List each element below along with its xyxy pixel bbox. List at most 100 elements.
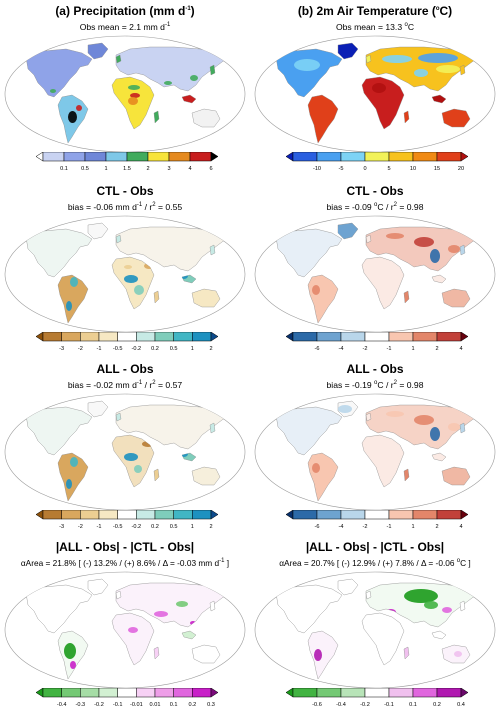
- colorbar-tick-label: -0.5: [113, 524, 123, 530]
- colorbar-tick-label: -6: [315, 346, 320, 352]
- colorbar-swatch: [316, 332, 342, 342]
- land-uk: [365, 54, 372, 64]
- colorbar-swatch: [173, 332, 193, 342]
- colorbar-extend-high: [210, 332, 218, 342]
- colorbar-swatch: [412, 510, 438, 520]
- field-patch: [414, 69, 428, 77]
- land-madagascar: [153, 290, 160, 304]
- land-uk: [115, 54, 122, 64]
- field-patch: [70, 661, 76, 669]
- world-map: [254, 215, 496, 333]
- world-map: [254, 571, 496, 689]
- land-indonesia: [431, 630, 447, 640]
- land-northAmerica: [25, 48, 93, 98]
- land-indonesia: [431, 274, 447, 284]
- colorbar-swatch: [42, 510, 62, 520]
- colorbar-swatch: [436, 510, 462, 520]
- land-northAmerica: [275, 48, 343, 98]
- field-patch: [70, 457, 78, 467]
- colorbar: -3-2-1-0.5-0.20.20.5123: [36, 332, 218, 352]
- land-indonesia: [181, 94, 197, 104]
- field-patch: [312, 463, 320, 473]
- land-nz: [227, 304, 234, 316]
- world-map: [4, 571, 246, 689]
- colorbar-swatch: [364, 510, 390, 520]
- colorbar-swatch: [388, 510, 414, 520]
- colorbar-tick-label: 2: [435, 524, 438, 530]
- land-japan: [459, 600, 466, 612]
- colorbar-tick-label: -1: [97, 524, 102, 530]
- field-patch: [154, 611, 168, 617]
- land-madagascar: [153, 468, 160, 482]
- colorbar-tick-label: -2: [363, 346, 368, 352]
- colorbar-swatch: [147, 152, 170, 162]
- colorbar-tick-label: -0.2: [94, 702, 104, 708]
- field-patch: [294, 59, 320, 71]
- colorbar-swatch: [340, 152, 366, 162]
- colorbar: -3-2-1-0.5-0.20.20.5123: [36, 510, 218, 530]
- land-australia: [191, 466, 221, 486]
- panel-precip-ctl: CTL - Obs bias = -0.06 mm d-1 / r2 = 0.5…: [0, 180, 250, 358]
- colorbar-tick-label: -5: [339, 166, 344, 172]
- colorbar-swatch: [364, 152, 390, 162]
- panel-subtitle: Obs mean = 13.3 oC: [335, 22, 415, 32]
- land-nz: [227, 124, 234, 136]
- land-madagascar: [153, 646, 160, 660]
- world-map: [4, 35, 246, 153]
- colorbar: -6-4-2-11246: [286, 332, 468, 352]
- land-japan: [209, 600, 216, 612]
- colorbar-tick-label: 0.1: [170, 702, 178, 708]
- land-australia: [441, 288, 471, 308]
- colorbar-swatch: [61, 688, 81, 698]
- world-map: [4, 215, 246, 333]
- land-australia: [441, 108, 471, 128]
- land-madagascar: [403, 468, 410, 482]
- colorbar: 0.1 0.5 1 1.5 2 3 4 6: [36, 152, 218, 172]
- panel-subtitle: bias = -0.06 mm d-1 / r2 = 0.55: [67, 202, 183, 212]
- colorbar-swatch: [388, 152, 414, 162]
- land-eurasia: [115, 404, 227, 450]
- land-northAmerica: [25, 584, 93, 634]
- colorbar-extend-high: [460, 688, 468, 698]
- colorbar-tick-label: 3: [167, 166, 170, 172]
- colorbar-swatch: [61, 510, 81, 520]
- colorbar-swatch: [340, 688, 366, 698]
- colorbar-tick-label: -3: [59, 346, 64, 352]
- field-patch: [176, 601, 188, 607]
- land-northAmerica: [275, 228, 343, 278]
- field-patch: [338, 405, 352, 413]
- colorbar-swatch: [80, 510, 100, 520]
- land-africa: [111, 612, 155, 666]
- colorbar-extend-low: [36, 332, 44, 342]
- field-patch: [66, 301, 72, 311]
- colorbar-tick-label: 0.2: [188, 702, 196, 708]
- colorbar-swatch: [436, 332, 462, 342]
- colorbar-extend-high: [210, 688, 218, 698]
- colorbar-swatch: [412, 332, 438, 342]
- field-patch: [448, 245, 460, 253]
- field-patch: [404, 589, 438, 603]
- colorbar-tick-label: 4: [459, 346, 462, 352]
- colorbar-tick-label: 1: [411, 524, 414, 530]
- colorbar-tick-label: 2: [209, 346, 212, 352]
- land-greenland: [87, 42, 109, 60]
- colorbar-swatch: [42, 688, 62, 698]
- colorbar-swatch: [63, 152, 86, 162]
- land-eurasia: [365, 582, 477, 628]
- land-africa: [361, 256, 405, 310]
- land-greenland: [337, 578, 359, 596]
- land-africa: [111, 434, 155, 488]
- field-patch: [414, 415, 434, 425]
- colorbar-swatch: [126, 152, 149, 162]
- colorbar-tick-label: -0.4: [57, 702, 67, 708]
- colorbar-tick-label: -0.5: [113, 346, 123, 352]
- colorbar-swatch: [316, 152, 342, 162]
- colorbar-extend-low: [286, 332, 294, 342]
- colorbar-swatch: [42, 152, 65, 162]
- colorbar-tick-label: 2: [146, 166, 149, 172]
- colorbar-tick-label: -0.1: [113, 702, 123, 708]
- colorbar-tick-label: -2: [78, 524, 83, 530]
- land-greenland: [87, 222, 109, 240]
- panel-title: ALL - Obs: [346, 362, 404, 376]
- field-patch: [134, 285, 144, 295]
